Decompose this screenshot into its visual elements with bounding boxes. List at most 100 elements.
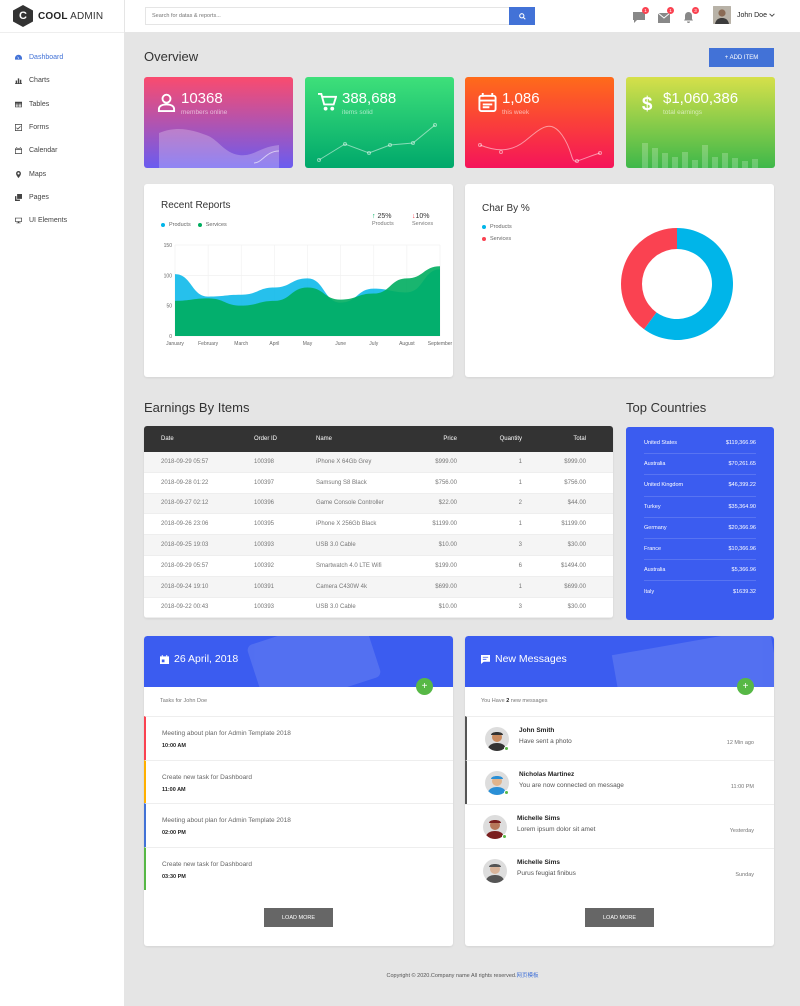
sidebar-item-label: Tables [29,100,50,108]
sidebar-item-charts[interactable]: Charts [0,69,124,92]
country-amount: $70,261.65 [728,461,756,468]
message-preview: Purus feugiat finibus [517,870,576,877]
table-body: 2018-09-29 05:57 100398 iPhone X 64Gb Grey… [144,452,613,619]
message-icon [481,654,490,664]
cell-name: iPhone X 64Gb Grey [316,458,372,465]
footer-link[interactable]: 网页模板 [516,973,539,979]
sidebar-nav: Dashboard Charts Tables Forms Calendar M… [0,46,124,232]
cell-order-id: 100392 [254,562,275,569]
week-sparkline [478,125,602,163]
add-item-button[interactable]: + ADD ITEM [709,48,774,67]
comments-button[interactable]: 1 [633,7,649,23]
y-tick-label: 50 [166,304,172,310]
table-row[interactable]: 2018-09-26 23:06 100395 iPhone X 256Gb Bla… [144,514,613,536]
col-name[interactable]: Name [316,436,333,442]
notifications-button[interactable]: 3 [683,7,699,23]
message-preview: Lorem ipsum dolor sit amet [517,826,596,833]
background-pattern-icon [611,636,774,687]
desktop-icon [15,217,22,224]
table-row[interactable]: 2018-09-27 02:12 100396 Game Console Contr… [144,493,613,515]
task-item[interactable]: Meeting about plan for Admin Template 20… [144,716,453,760]
table-row[interactable]: 2018-09-22 00:43 100393 USB 3.0 Cable $10.0… [144,598,613,619]
cell-order-id: 100398 [254,458,275,465]
message-item[interactable]: Nicholas Martinez You are now connected o… [465,760,774,804]
country-name: Italy [644,588,655,595]
sidebar-item-forms[interactable]: Forms [0,116,124,139]
cell-name: Smartwatch 4.0 LTE Wifi [316,562,382,569]
sidebar-item-tables[interactable]: Tables [0,93,124,116]
message-item[interactable]: Michelle Sims Purus feugiat finibus Sunday [465,848,774,892]
top-countries-title: Top Countries [626,400,707,415]
cell-order-id: 100391 [254,583,275,590]
sidebar-item-label: Maps [29,170,47,178]
tasks-load-more-button[interactable]: LOAD MORE [264,908,333,927]
search-button[interactable] [509,7,535,25]
x-tick-label: March [234,341,248,347]
messages-load-more-button[interactable]: LOAD MORE [585,908,654,927]
search-input[interactable] [146,8,509,24]
task-text: Create new task for Dashboard [162,860,252,868]
message-item[interactable]: Michelle Sims Lorem ipsum dolor sit amet Y… [465,804,774,848]
avatar [483,859,507,883]
cell-quantity: 3 [518,542,522,549]
legend-dot [197,223,202,227]
cell-date: 2018-09-28 01:22 [161,479,209,486]
sender-name: John Smith [519,727,555,734]
col-order-id[interactable]: Order ID [254,436,278,442]
col-price[interactable]: Price [443,436,457,442]
cell-order-id: 100396 [254,500,275,507]
stat-label: members online [181,109,228,116]
donut-slice-services[interactable] [621,228,677,330]
task-item[interactable]: Create new task for Dashboard 11:00 AM [144,759,453,803]
sidebar-item-calendar[interactable]: Calendar [0,139,124,162]
add-message-button[interactable]: + [737,678,754,695]
table-row[interactable]: 2018-09-28 01:22 100397 Samsung S8 Black $7… [144,473,613,494]
legend: Products [482,224,512,230]
task-time: 10:00 AM [162,743,186,749]
cell-total: $44.00 [567,500,586,507]
products-change: ↑ 25% Products [372,213,394,227]
notifications-badge: 3 [692,7,699,14]
sidebar-item-dashboard[interactable]: Dashboard [0,46,124,69]
cell-name: USB 3.0 Cable [316,604,356,611]
legend-label: Products [169,222,191,228]
sender-name: Michelle Sims [517,815,560,822]
task-item[interactable]: Meeting about plan for Admin Template 20… [144,803,453,847]
donut-slice-products[interactable] [644,228,733,340]
cell-quantity: 1 [518,521,522,528]
legend-label: Services [205,222,227,228]
task-item[interactable]: Create new task for Dashboard 03:30 PM [144,846,453,890]
logo[interactable]: C COOL ADMIN [0,0,124,33]
table-row[interactable]: 2018-09-25 19:03 100393 USB 3.0 Cable $10.0… [144,535,613,556]
mail-badge: 1 [667,7,674,14]
cell-price: $756.00 [435,479,457,486]
sidebar-item-label: Charts [29,77,50,85]
table-row[interactable]: 2018-09-29 05:57 100398 iPhone X 64Gb Grey… [144,452,613,473]
col-total[interactable]: Total [573,436,586,442]
col-date[interactable]: Date [161,436,174,442]
message-item[interactable]: John Smith Have sent a photo 12 Min ago [465,716,774,760]
mail-icon [657,12,671,23]
user-menu[interactable]: John Doe [713,6,775,24]
message-time: 12 Min ago [726,740,754,746]
country-row: Australia $70,261.65 [644,454,756,476]
add-task-button[interactable]: + [416,678,433,695]
country-name: Australia [644,567,666,574]
sidebar-item-pages[interactable]: Pages [0,186,124,209]
cell-date: 2018-09-27 02:12 [161,500,209,507]
sidebar-item-ui-elements[interactable]: UI Elements [0,209,124,232]
cell-order-id: 100393 [254,542,275,549]
sidebar-item-maps[interactable]: Maps [0,162,124,185]
table-row[interactable]: 2018-09-29 05:57 100392 Smartwatch 4.0 LTE… [144,556,613,577]
search-icon [518,12,526,20]
legend-dot [482,225,486,229]
country-amount: $46,399.22 [728,482,756,489]
cell-date: 2018-09-22 00:43 [161,604,209,611]
top-countries-table: United States $119,366.96 Australia $70,261… [626,427,774,620]
col-quantity[interactable]: Quantity [499,436,522,442]
recent-reports-card: Recent Reports Products Services ↑ 25% Pr… [144,184,453,377]
message-time: 11:00 PM [730,784,754,790]
online-status-dot [502,834,507,839]
mail-button[interactable]: 1 [657,7,674,23]
table-row[interactable]: 2018-09-24 19:10 100391 Camera C430W 4k $69… [144,576,613,598]
